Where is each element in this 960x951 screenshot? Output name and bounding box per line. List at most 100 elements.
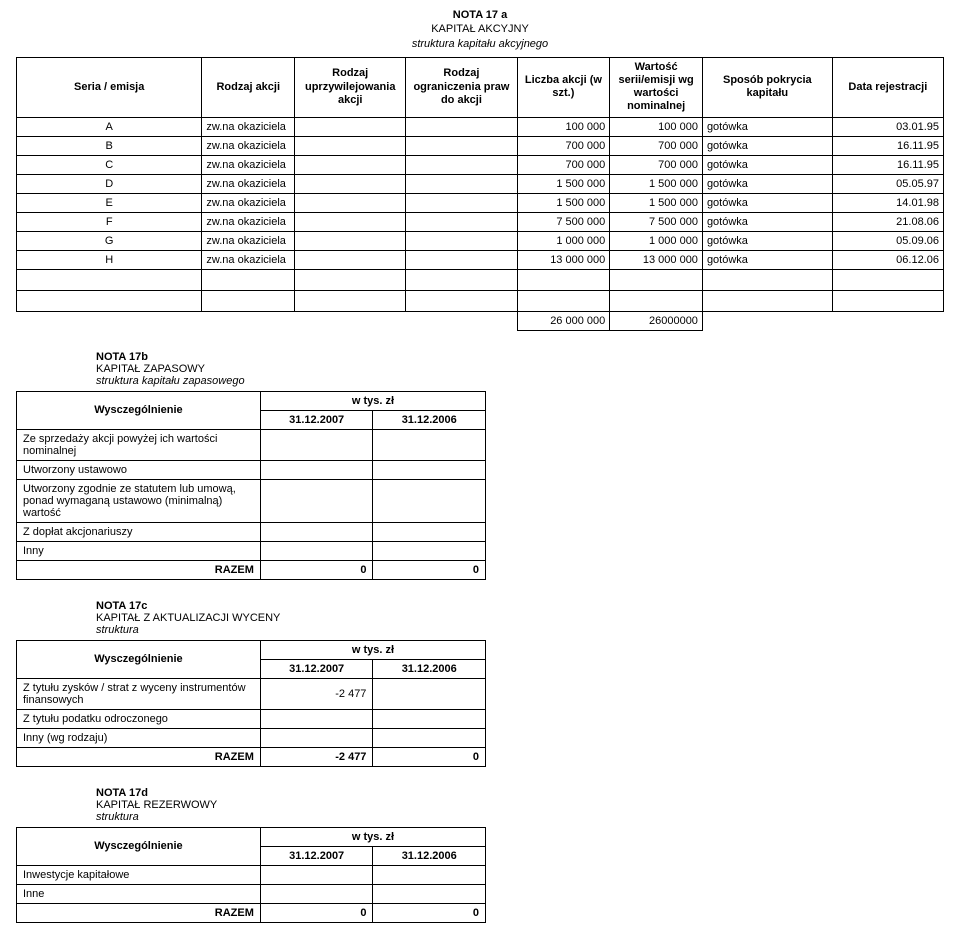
- h-ogr: Rodzaj ograniczenia praw do akcji: [406, 57, 517, 117]
- nota17c-title1: NOTA 17c: [96, 600, 944, 612]
- cell-data: 05.09.06: [832, 231, 943, 250]
- table-row: Z tytułu zysków / strat z wyceny instrum…: [17, 678, 486, 709]
- razem-label: RAZEM: [17, 747, 261, 766]
- h-col-b: 31.12.2006: [373, 846, 486, 865]
- table-row: Utworzony zgodnie ze statutem lub umową,…: [17, 479, 486, 522]
- cell-liczba: 700 000: [517, 155, 610, 174]
- h-col-a: 31.12.2007: [260, 846, 373, 865]
- cell-label: Z dopłat akcjonariuszy: [17, 522, 261, 541]
- cell-b: [373, 709, 486, 728]
- cell-ogr: [406, 174, 517, 193]
- cell-label: Inwestycje kapitałowe: [17, 865, 261, 884]
- cell-a: [260, 460, 373, 479]
- cell-liczba: 13 000 000: [517, 250, 610, 269]
- cell-a: [260, 728, 373, 747]
- cell-wartosc: 700 000: [610, 136, 703, 155]
- h-label: Wysczególnienie: [17, 640, 261, 678]
- razem-a: 0: [260, 903, 373, 922]
- nota17c-title: NOTA 17c KAPITAŁ Z AKTUALIZACJI WYCENY s…: [96, 600, 944, 636]
- h-col-a: 31.12.2007: [260, 410, 373, 429]
- razem-a: -2 477: [260, 747, 373, 766]
- nota17d-title3: struktura: [96, 811, 944, 823]
- cell-label: Inny: [17, 541, 261, 560]
- cell-sposob: gotówka: [702, 136, 832, 155]
- cell-liczba: 100 000: [517, 117, 610, 136]
- cell-wartosc: 13 000 000: [610, 250, 703, 269]
- blank-row: [17, 290, 944, 311]
- h-data: Data rejestracji: [832, 57, 943, 117]
- cell-a: [260, 865, 373, 884]
- cell-label: Utworzony ustawowo: [17, 460, 261, 479]
- razem-label: RAZEM: [17, 903, 261, 922]
- nota17c-table: Wysczególnieniew tys. zł31.12.200731.12.…: [16, 640, 486, 767]
- cell-seria: H: [17, 250, 202, 269]
- table-row: Inny: [17, 541, 486, 560]
- cell-seria: G: [17, 231, 202, 250]
- cell-rodzaj: zw.na okaziciela: [202, 250, 295, 269]
- cell-rodzaj: zw.na okaziciela: [202, 174, 295, 193]
- cell-seria: D: [17, 174, 202, 193]
- cell-upr: [295, 155, 406, 174]
- cell-b: [373, 541, 486, 560]
- cell-sposob: gotówka: [702, 193, 832, 212]
- h-sposob: Sposób pokrycia kapitału: [702, 57, 832, 117]
- h-unit: w tys. zł: [260, 827, 485, 846]
- cell-liczba: 7 500 000: [517, 212, 610, 231]
- nota17d-title2: KAPITAŁ REZERWOWY: [96, 799, 944, 811]
- cell-upr: [295, 174, 406, 193]
- cell-rodzaj: zw.na okaziciela: [202, 136, 295, 155]
- cell-sposob: gotówka: [702, 174, 832, 193]
- cell-sposob: gotówka: [702, 212, 832, 231]
- cell-seria: B: [17, 136, 202, 155]
- nota17b-title2: KAPITAŁ ZAPASOWY: [96, 363, 944, 375]
- cell-data: 16.11.95: [832, 155, 943, 174]
- h-col-b: 31.12.2006: [373, 410, 486, 429]
- cell-ogr: [406, 117, 517, 136]
- cell-label: Inny (wg rodzaju): [17, 728, 261, 747]
- cell-sposob: gotówka: [702, 250, 832, 269]
- cell-wartosc: 1 500 000: [610, 193, 703, 212]
- nota17b-title: NOTA 17b KAPITAŁ ZAPASOWY struktura kapi…: [96, 351, 944, 387]
- cell-upr: [295, 250, 406, 269]
- cell-rodzaj: zw.na okaziciela: [202, 193, 295, 212]
- razem-b: 0: [373, 747, 486, 766]
- cell-upr: [295, 212, 406, 231]
- nota17b-title1: NOTA 17b: [96, 351, 944, 363]
- cell-wartosc: 100 000: [610, 117, 703, 136]
- cell-wartosc: 700 000: [610, 155, 703, 174]
- cell-label: Utworzony zgodnie ze statutem lub umową,…: [17, 479, 261, 522]
- table-row: Dzw.na okaziciela1 500 0001 500 000gotów…: [17, 174, 944, 193]
- cell-seria: A: [17, 117, 202, 136]
- cell-ogr: [406, 250, 517, 269]
- cell-ogr: [406, 231, 517, 250]
- table-row: Gzw.na okaziciela1 000 0001 000 000gotów…: [17, 231, 944, 250]
- razem-b: 0: [373, 560, 486, 579]
- cell-ogr: [406, 155, 517, 174]
- razem-row: RAZEM-2 4770: [17, 747, 486, 766]
- cell-a: [260, 709, 373, 728]
- cell-data: 16.11.95: [832, 136, 943, 155]
- nota17a-title1: NOTA 17 a: [16, 8, 944, 22]
- cell-upr: [295, 136, 406, 155]
- cell-data: 14.01.98: [832, 193, 943, 212]
- nota17d-title: NOTA 17d KAPITAŁ REZERWOWY struktura: [96, 787, 944, 823]
- cell-upr: [295, 231, 406, 250]
- h-seria: Seria / emisja: [17, 57, 202, 117]
- cell-ogr: [406, 193, 517, 212]
- cell-label: Z tytułu podatku odroczonego: [17, 709, 261, 728]
- h-liczba: Liczba akcji (w szt.): [517, 57, 610, 117]
- table-row: Bzw.na okaziciela700 000700 000gotówka16…: [17, 136, 944, 155]
- cell-seria: E: [17, 193, 202, 212]
- cell-seria: C: [17, 155, 202, 174]
- nota17b-title3: struktura kapitału zapasowego: [96, 375, 944, 387]
- blank-row: [17, 269, 944, 290]
- h-label: Wysczególnienie: [17, 827, 261, 865]
- nota17c-title3: struktura: [96, 624, 944, 636]
- total-wartosc: 26000000: [610, 311, 703, 330]
- cell-sposob: gotówka: [702, 155, 832, 174]
- nota17a-title: NOTA 17 a KAPITAŁ AKCYJNY struktura kapi…: [16, 8, 944, 51]
- razem-label: RAZEM: [17, 560, 261, 579]
- nota17d-title1: NOTA 17d: [96, 787, 944, 799]
- h-col-a: 31.12.2007: [260, 659, 373, 678]
- table-row: Z tytułu podatku odroczonego: [17, 709, 486, 728]
